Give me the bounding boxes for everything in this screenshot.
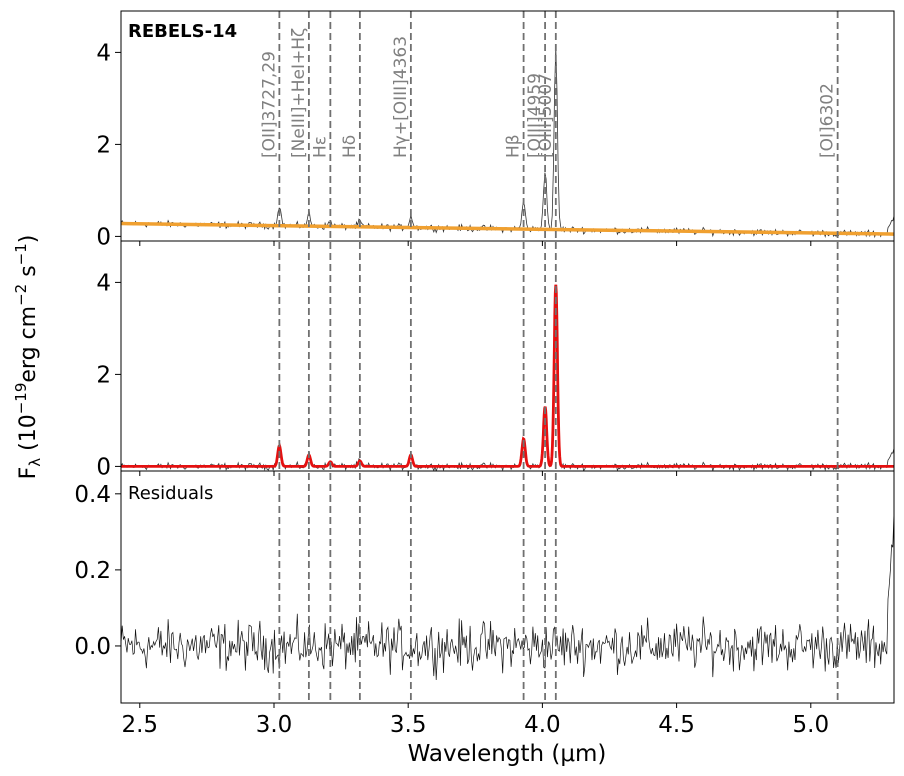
- emission-line-label: Hδ: [340, 135, 360, 158]
- continuum-line: [121, 221, 894, 236]
- panel-label-spectrum: REBELS-14: [128, 21, 237, 42]
- observed-spectrum-line: [121, 284, 894, 471]
- y-tick-label: 4: [96, 40, 111, 66]
- panel-frame: [120, 470, 895, 704]
- y-tick-label: 0.0: [74, 634, 111, 660]
- emission-line-label: [OII]3727,29: [259, 51, 279, 158]
- y-tick-label: 0: [96, 224, 111, 250]
- x-tick-label: 3.0: [256, 712, 293, 738]
- y-tick-label: 2: [96, 362, 111, 388]
- x-axis-label: Wavelength (μm): [408, 741, 607, 767]
- y-tick-label: 0: [96, 454, 111, 480]
- emission-line-label: [OI]6302: [818, 83, 838, 158]
- y-tick-label: 2: [96, 132, 111, 158]
- emission-line-label: Hβ: [504, 134, 524, 158]
- panel-label-residuals: Residuals: [128, 483, 213, 504]
- emission-line-label: Hγ+[OIII]4363: [391, 36, 411, 158]
- x-tick-label: 4.0: [524, 712, 561, 738]
- x-tick-label: 2.5: [121, 712, 158, 738]
- model-fit-line: [121, 284, 894, 468]
- x-tick-label: 5.0: [793, 712, 830, 738]
- y-tick-label: 0.2: [74, 558, 111, 584]
- emission-line-label: [NeIII]+HeI+Hζ: [289, 28, 309, 158]
- x-tick-label: 3.5: [390, 712, 427, 738]
- emission-line-label: [OIII]5007: [536, 73, 556, 158]
- emission-line-label: [OIII]4959: [525, 73, 545, 158]
- y-tick-label: 4: [96, 270, 111, 296]
- panel-frame: [120, 10, 895, 242]
- x-tick-label: 4.5: [658, 712, 695, 738]
- panel-frame: [120, 240, 895, 472]
- emission-line-label: Hε: [310, 136, 330, 158]
- residual-line: [121, 511, 894, 681]
- y-tick-label: 0.4: [74, 482, 111, 508]
- y-axis-label: Fλ (10−19erg cm−2 s−1): [12, 235, 44, 480]
